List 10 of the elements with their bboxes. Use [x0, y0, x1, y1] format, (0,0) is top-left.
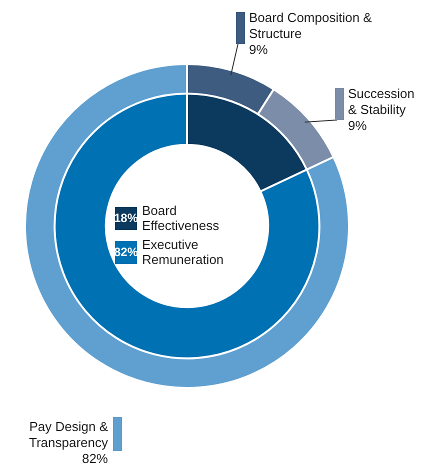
data-label: 9%: [249, 42, 268, 58]
data-label: 18%: [114, 206, 138, 230]
data-label: 82%: [82, 451, 108, 466]
slice-label: Succession & Stability: [348, 86, 414, 118]
legend-label: Executive Remuneration: [142, 237, 225, 267]
legend-label: Board Effectiveness: [142, 203, 220, 233]
data-label: 82%: [114, 240, 138, 264]
data-label: 9%: [348, 118, 368, 134]
slice-label: Board Composition & Structure: [249, 10, 372, 42]
slice-label: Pay Design & Transparency: [29, 419, 108, 450]
